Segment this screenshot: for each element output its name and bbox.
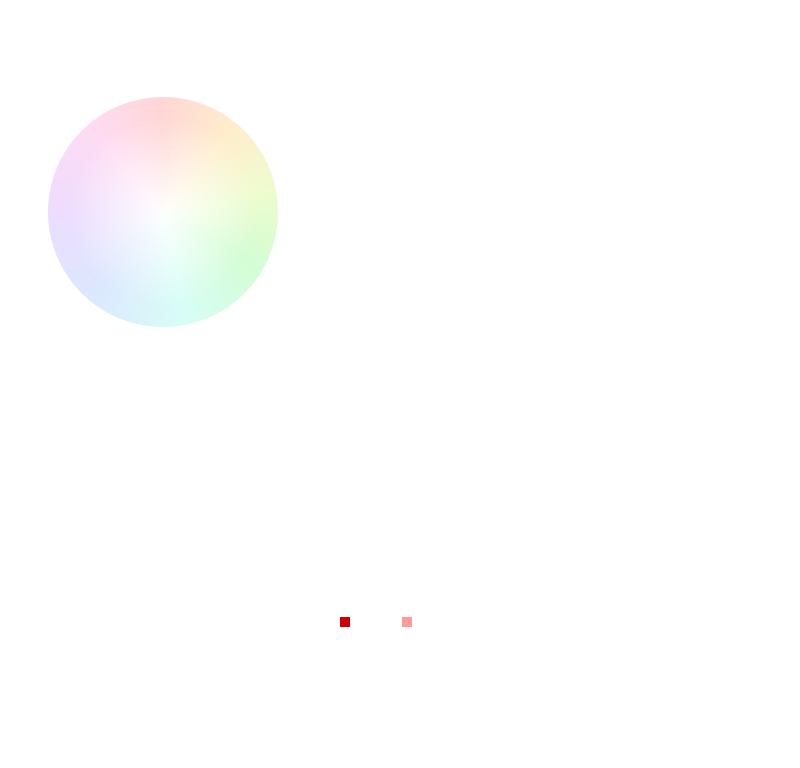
signal-group-header	[514, 6, 660, 18]
azimuth-group-header	[702, 6, 790, 18]
adjacent-legend-icon	[402, 617, 412, 627]
co-channel-legend-icon	[340, 617, 350, 627]
table-header-groups	[322, 6, 794, 18]
chart-legend	[340, 617, 418, 627]
compass-color-wheel	[48, 97, 278, 327]
table-column-headers	[322, 18, 794, 30]
polar-signal-plot	[3, 60, 323, 380]
channel-group-header	[400, 6, 476, 18]
station-table	[322, 6, 794, 29]
dist-header	[660, 6, 702, 18]
